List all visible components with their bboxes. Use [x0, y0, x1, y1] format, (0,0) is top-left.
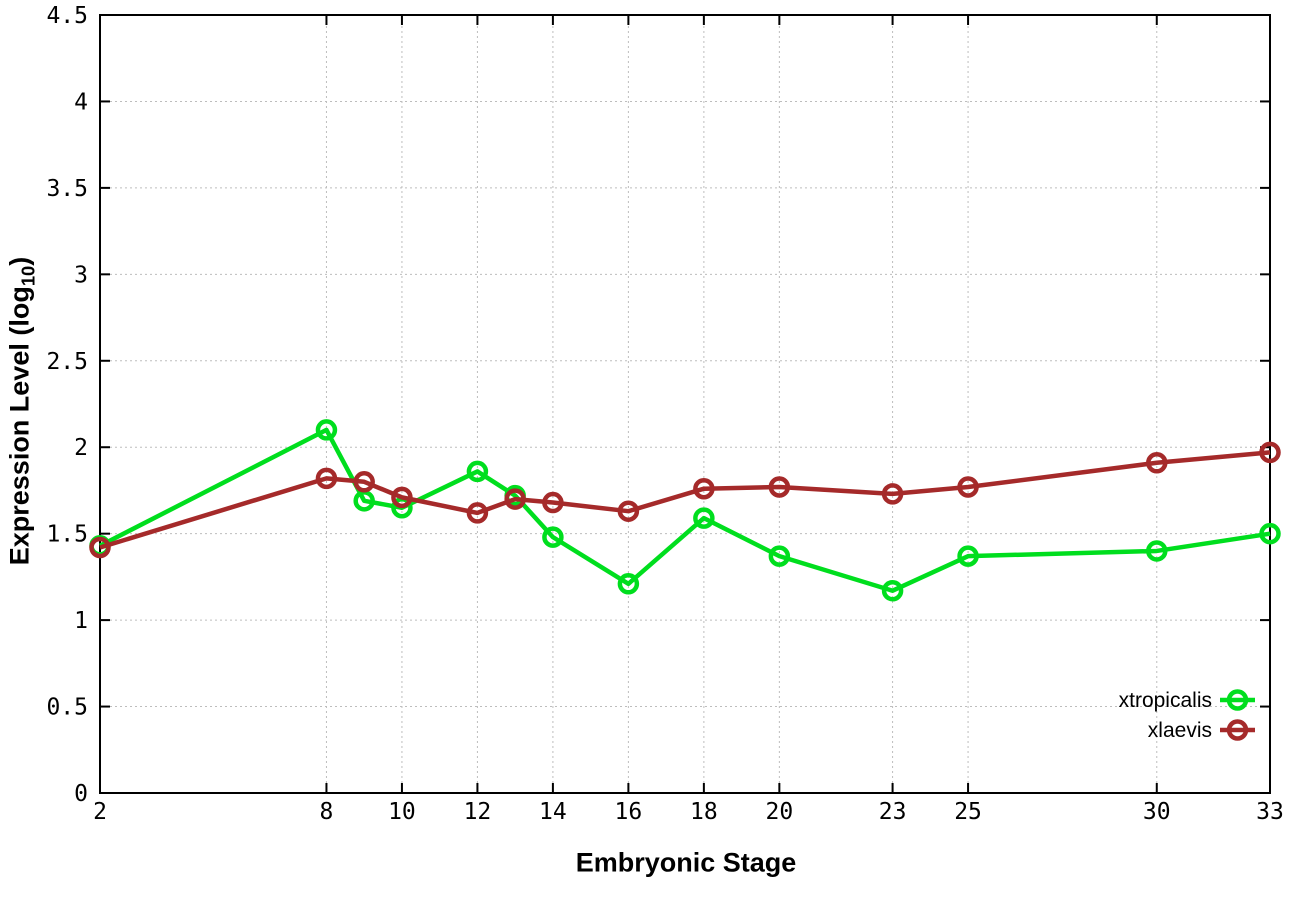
data-point-xlaevis: [391, 486, 413, 509]
x-tick-label: 30: [1143, 799, 1171, 825]
x-tick-label: 14: [539, 799, 567, 825]
x-tick-label: 23: [879, 799, 907, 825]
legend-label-xtropicalis: xtropicalis: [1119, 689, 1212, 712]
y-tick-label: 0.5: [46, 695, 88, 721]
x-tick-label: 25: [954, 799, 982, 825]
data-point-xlaevis: [1259, 441, 1281, 464]
x-tick-label: 18: [690, 799, 718, 825]
y-tick-label: 2: [74, 435, 88, 461]
y-axis-label-text: Expression Level (log: [4, 286, 35, 566]
data-point-xlaevis: [89, 536, 111, 559]
data-point-xtropicalis: [466, 460, 489, 483]
y-axis-label-subscript: 10: [17, 265, 39, 287]
data-point-xtropicalis: [617, 573, 640, 595]
y-tick-label: 0: [74, 781, 88, 807]
legend-marker-xtropicalis: [1226, 689, 1249, 711]
data-point-xtropicalis: [542, 526, 564, 548]
data-point-xlaevis: [466, 502, 489, 524]
legend-marker-xlaevis: [1226, 719, 1249, 741]
y-tick-label: 2.5: [46, 349, 88, 375]
x-tick-label: 2: [93, 799, 107, 825]
x-tick-label: 33: [1256, 799, 1284, 825]
y-tick-label: 4: [74, 89, 88, 115]
y-tick-label: 1.5: [46, 522, 88, 548]
data-point-xtropicalis: [957, 545, 979, 567]
data-point-xlaevis: [504, 488, 526, 510]
plot-frame: [99, 14, 1271, 794]
y-tick-label: 3.5: [46, 176, 88, 202]
data-point-xlaevis: [315, 467, 338, 490]
series-line-xtropicalis: [98, 427, 1271, 593]
y-axis-label-close: ): [4, 256, 35, 266]
data-point-xlaevis: [1146, 452, 1168, 474]
y-axis-label: Expression Level (log10): [4, 257, 39, 566]
y-tick-label: 4.5: [46, 3, 88, 29]
x-tick-label: 16: [615, 799, 643, 825]
x-tick-label: 20: [766, 799, 794, 825]
x-axis-label: Embryonic Stage: [575, 847, 797, 878]
data-point-xtropicalis: [881, 579, 904, 602]
data-point-xtropicalis: [315, 419, 338, 441]
data-point-xtropicalis: [1146, 540, 1168, 562]
data-point-xlaevis: [881, 483, 904, 505]
data-point-xtropicalis: [693, 507, 715, 529]
data-point-xlaevis: [542, 491, 564, 514]
data-point-xlaevis: [957, 476, 979, 498]
data-point-xlaevis: [768, 476, 791, 498]
x-tick-label: 8: [320, 799, 334, 825]
data-point-xtropicalis: [1259, 522, 1281, 545]
data-point-xlaevis: [617, 500, 640, 522]
y-tick-label: 1: [74, 608, 88, 634]
data-point-xlaevis: [353, 471, 375, 493]
data-point-xlaevis: [693, 477, 715, 500]
legend-label-xlaevis: xlaevis: [1148, 719, 1212, 742]
y-tick-label: 3: [74, 262, 88, 288]
x-tick-label: 10: [388, 799, 416, 825]
data-point-xtropicalis: [768, 545, 791, 567]
x-tick-label: 12: [464, 799, 492, 825]
